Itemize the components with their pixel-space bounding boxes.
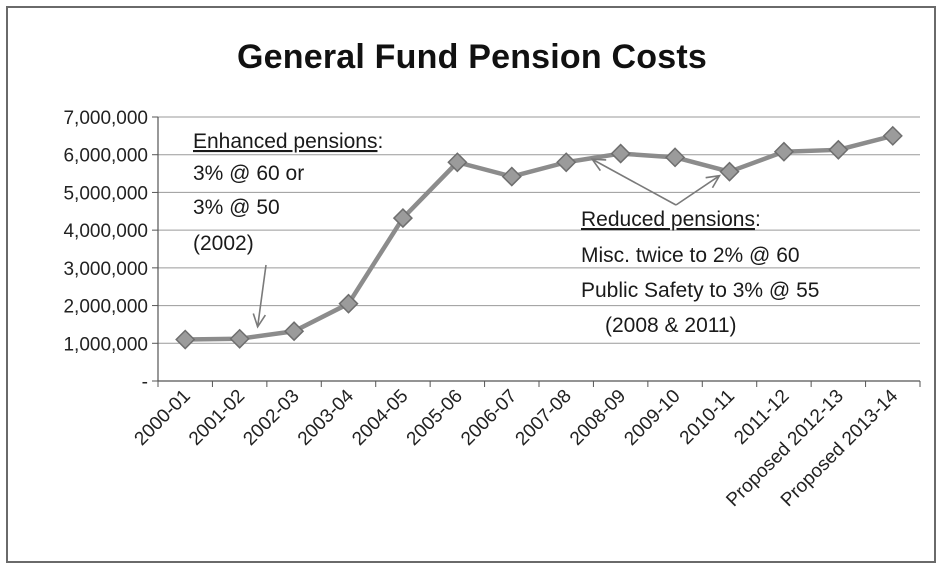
y-tick-label: 3,000,000 [63, 259, 148, 280]
y-tick-label: 1,000,000 [63, 334, 148, 355]
x-tick-label: 2001-02 [185, 386, 249, 450]
y-tick-label: 7,000,000 [63, 108, 148, 129]
data-point [284, 321, 305, 342]
annotation-arrowhead [590, 158, 607, 172]
data-point [610, 143, 631, 164]
series-layer [175, 125, 903, 350]
annotation-arrow [591, 158, 677, 206]
annotation-reduced-heading: Reduced pensions: [581, 208, 761, 231]
axis-layer: - 1,000,000 2,000,000 3,000,000 4,000,000 5,0… [63, 108, 921, 511]
annotation-enhanced-heading: Enhanced pensions: [193, 130, 383, 153]
x-tick-label: 2010-11 [676, 386, 739, 449]
y-tick-label: 4,000,000 [63, 221, 148, 242]
y-tick-label: 5,000,000 [63, 183, 148, 204]
annotation-arrowhead [705, 174, 722, 189]
y-tick-label: 2,000,000 [63, 297, 148, 318]
x-tick-label: 2000-01 [131, 386, 195, 450]
annotation-reduced-line: Misc. twice to 2% @ 60 [581, 244, 800, 267]
chart-title: General Fund Pension Costs [237, 38, 707, 76]
x-tick-label: 2005-06 [403, 386, 467, 450]
x-tick-label: 2007-08 [512, 386, 576, 450]
data-point [828, 139, 849, 160]
y-tick-label: 6,000,000 [63, 146, 148, 167]
annotation-enhanced-line: 3% @ 50 [193, 196, 280, 219]
annotation-enhanced-line: (2002) [193, 232, 254, 255]
data-point [719, 161, 740, 182]
data-point [773, 141, 794, 162]
annotation-reduced-line: (2008 & 2011) [605, 314, 737, 337]
grid-layer [158, 116, 920, 344]
annotation-arrow [675, 175, 720, 206]
data-point [338, 293, 359, 314]
chart-frame [6, 6, 936, 563]
x-tick-label: 2003-04 [294, 385, 358, 449]
data-point [229, 328, 250, 349]
annotation-arrowhead [252, 313, 267, 329]
series-line [185, 133, 894, 342]
y-tick-label: - [142, 372, 148, 393]
x-tick-label: 2002-03 [239, 386, 303, 450]
data-point [392, 208, 413, 229]
annotation-arrow [256, 264, 267, 327]
data-point [665, 147, 686, 168]
data-point [501, 166, 522, 187]
data-point [175, 329, 196, 350]
x-tick-label: 2008-09 [566, 386, 630, 450]
data-point [447, 152, 468, 173]
annotation-enhanced: Enhanced pensions: 3% @ 60 or 3% @ 50 (2… [193, 130, 383, 255]
data-point [882, 125, 903, 146]
arrow-layer [252, 158, 722, 329]
annotation-reduced-line: Public Safety to 3% @ 55 [581, 279, 819, 302]
annotation-enhanced-line: 3% @ 60 or [193, 162, 304, 185]
x-tick-label: 2006-07 [457, 386, 521, 450]
annotation-reduced: Reduced pensions: Misc. twice to 2% @ 60… [581, 208, 819, 337]
x-tick-label: 2009-10 [620, 386, 684, 450]
data-point [556, 152, 577, 173]
x-tick-label: 2004-05 [348, 386, 412, 450]
